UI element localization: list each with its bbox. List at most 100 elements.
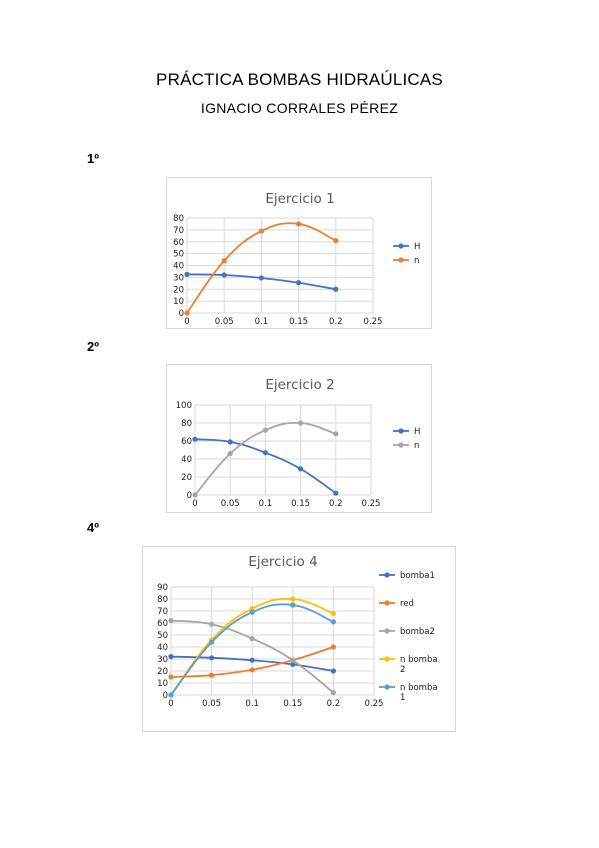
y-tick-label: 70	[173, 226, 184, 236]
data-point-bomba1	[249, 657, 255, 663]
x-tick-label: 0.15	[289, 317, 308, 327]
data-point-red	[249, 667, 255, 673]
data-point-red	[330, 644, 336, 650]
x-tick-label: 0.2	[329, 499, 343, 509]
data-point-bomba1	[168, 654, 174, 660]
data-point-n-bomba-1	[209, 639, 215, 645]
chart-title: Ejercicio 4	[248, 554, 317, 570]
data-point-n	[262, 427, 268, 433]
legend-marker-h	[398, 243, 404, 249]
y-tick-label: 0	[179, 309, 184, 319]
data-point-n-bomba-2	[290, 596, 296, 602]
legend-marker-bomba2	[384, 628, 390, 634]
legend-label-n: n	[414, 256, 419, 266]
data-point-red	[209, 672, 215, 678]
legend-label-bomba1: bomba1	[400, 571, 435, 581]
data-point-h	[192, 436, 198, 442]
data-point-n-bomba-2	[330, 610, 336, 616]
y-tick-label: 30	[157, 655, 168, 665]
y-tick-label: 20	[173, 285, 184, 295]
x-tick-label: 0.1	[255, 317, 269, 327]
chart-ejercicio-2-svg: Ejercicio 2 0 20 40 60 80 100 0 0.05 0.1 0.15 0.2 0.…	[176, 377, 421, 509]
x-tick-label: 0.2	[329, 317, 343, 327]
data-point-h	[333, 286, 339, 292]
data-point-h	[296, 280, 302, 286]
y-tick-label: 80	[173, 214, 184, 224]
y-tick-label: 60	[181, 437, 192, 447]
y-tick-label: 90	[157, 583, 168, 593]
chart-ejercicio-2: Ejercicio 2 0 20 40 60 80 100 0 0.05 0.1 0.15 0.2 0.…	[166, 364, 432, 513]
y-tick-label: 20	[181, 473, 192, 483]
x-tick-label: 0.1	[259, 499, 273, 509]
data-point-n	[333, 431, 339, 437]
data-point-bomba2	[290, 657, 296, 663]
legend-label-h: H	[414, 427, 420, 437]
data-point-n-bomba-1	[249, 609, 255, 615]
y-tick-label: 70	[157, 607, 168, 617]
data-point-n-bomba-1	[330, 619, 336, 625]
chart-ejercicio-4: Ejercicio 4 0 10 20 30 40 50 60 70 80 90 0 0.05 0.1 0.…	[142, 546, 456, 732]
x-tick-label: 0.15	[291, 499, 310, 509]
legend-marker-n-bomba-1	[384, 684, 390, 690]
y-tick-label: 50	[173, 250, 184, 260]
y-tick-label: 40	[181, 455, 192, 465]
document-author: IGNACIO CORRALES PÉREZ	[200, 100, 399, 116]
x-tick-label: 0	[192, 499, 197, 509]
legend-label-n-bomba-1: n bomba 1	[400, 683, 438, 703]
legend-label-n-bomba-2: n bomba 2	[400, 655, 438, 675]
y-tick-label: 0	[187, 491, 192, 501]
legend-marker-bomba1	[384, 572, 390, 578]
document-title: PRÁCTICA BOMBAS HIDRAÚLICAS	[156, 70, 443, 89]
legend-marker-n	[398, 442, 404, 448]
x-tick-label: 0	[168, 699, 173, 709]
data-point-h	[184, 271, 190, 278]
data-point-n-bomba-2	[249, 606, 255, 612]
data-point-n	[298, 420, 304, 426]
data-point-h	[227, 439, 233, 445]
data-point-n-bomba-1	[290, 602, 296, 608]
section-heading-2: 2º	[87, 339, 99, 354]
data-point-n	[258, 228, 264, 234]
y-tick-label: 30	[173, 273, 184, 283]
x-tick-label: 0.1	[245, 699, 259, 709]
legend-label-red: red	[400, 599, 414, 609]
y-tick-label: 50	[157, 631, 168, 641]
data-point-h	[298, 466, 304, 472]
data-point-h	[333, 490, 339, 496]
x-tick-label: 0.05	[221, 499, 240, 509]
y-tick-label: 20	[157, 667, 168, 677]
y-tick-label: 60	[173, 238, 184, 248]
data-point-bomba1	[330, 668, 336, 674]
legend-label-bomba2: bomba2	[400, 627, 435, 637]
y-tick-label: 40	[173, 262, 184, 272]
data-point-bomba2	[249, 636, 255, 642]
y-tick-label: 0	[163, 691, 168, 701]
data-point-n-bomba-1	[168, 692, 174, 698]
legend-label-h: H	[414, 242, 420, 252]
data-point-n	[184, 310, 190, 316]
data-point-bomba2	[209, 621, 215, 627]
y-tick-label: 60	[157, 619, 168, 629]
data-point-bomba2	[168, 618, 174, 624]
y-tick-label: 80	[181, 419, 192, 429]
x-tick-label: 0.05	[202, 699, 221, 709]
x-tick-label: 0.25	[365, 699, 384, 709]
legend-marker-h	[398, 428, 404, 434]
y-tick-label: 10	[157, 679, 168, 689]
data-point-n	[333, 237, 339, 244]
section-heading-1: 1º	[87, 151, 99, 166]
data-point-n	[227, 451, 233, 457]
x-tick-label: 0.2	[327, 699, 341, 709]
y-tick-label: 100	[176, 401, 192, 411]
legend-marker-red	[384, 600, 390, 606]
legend-marker-n	[398, 257, 404, 263]
x-tick-label: 0.25	[364, 317, 383, 327]
chart-title: Ejercicio 1	[265, 191, 334, 207]
legend-label-n: n	[414, 441, 419, 451]
section-heading-4: 4º	[87, 520, 99, 535]
data-point-h	[262, 450, 268, 456]
x-tick-label: 0.05	[215, 317, 234, 327]
data-point-n	[192, 492, 198, 498]
